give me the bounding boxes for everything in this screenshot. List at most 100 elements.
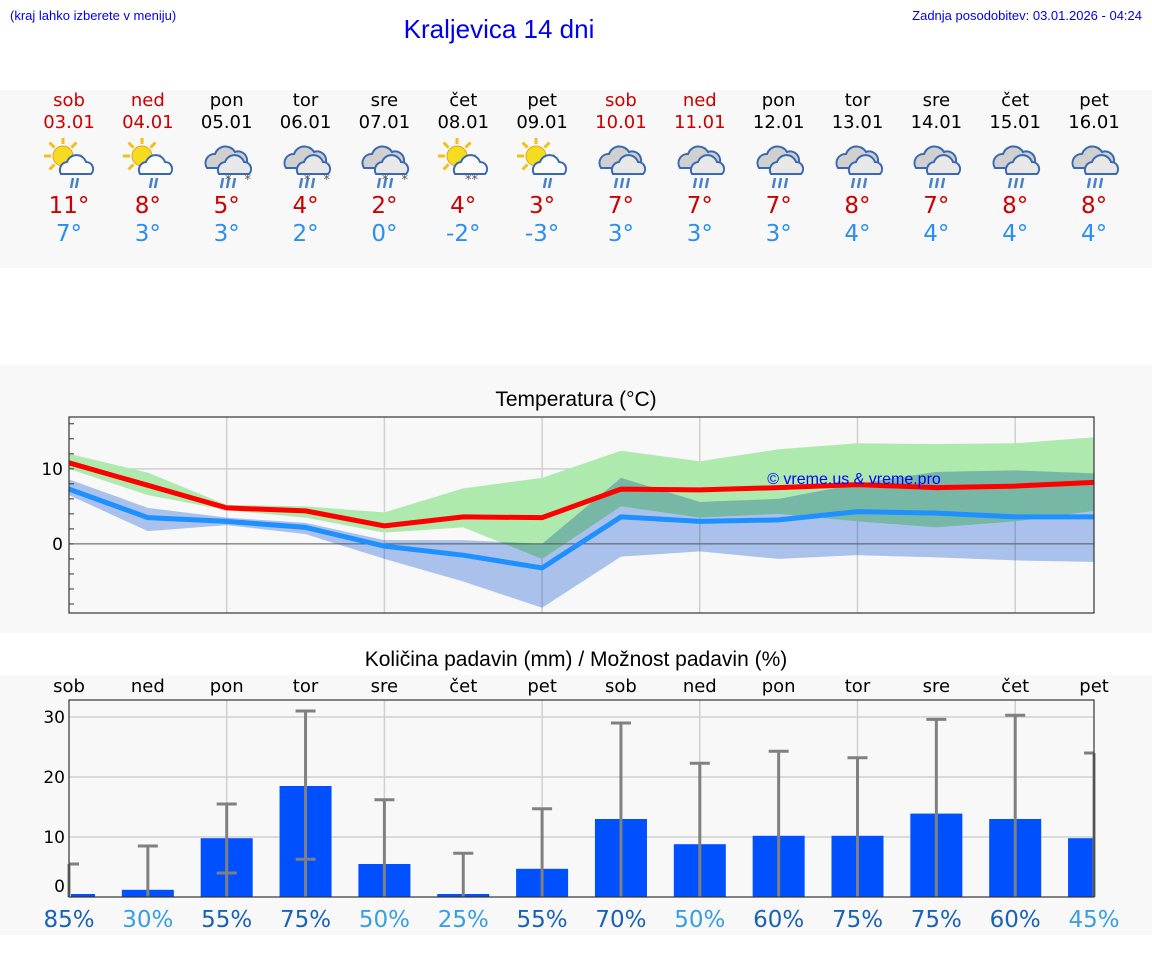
day-date: 06.01 (279, 112, 332, 133)
temp-max: 7° (923, 193, 950, 219)
day-name: čet (1001, 90, 1030, 111)
temp-max: 4° (292, 193, 319, 219)
day-label: sob (605, 676, 637, 697)
precip-probability: 60% (990, 907, 1041, 933)
max-temp-line (68, 460, 1095, 529)
cloud-rain-icon (1071, 145, 1120, 189)
day-name: sob (605, 90, 637, 111)
day-name: tor (844, 90, 871, 111)
temp-max: 8° (134, 193, 161, 219)
cloud-rain-snow-icon: * * (283, 145, 331, 189)
day-date: 08.01 (437, 112, 490, 133)
day-date: 03.01 (43, 112, 95, 133)
day-forecast: pet 16.01 8° 4° (1055, 90, 1134, 248)
precip-probability: 70% (595, 907, 646, 933)
day-name: pon (209, 90, 244, 111)
cloud-rain-icon (598, 145, 647, 189)
y-tick-label: 0 (54, 877, 65, 897)
precip-probability: 55% (517, 907, 568, 933)
precipitation-section: 30 20 10 0 sob ned pon tor sre čet pet sob ned pon tor… (0, 675, 1152, 935)
temperature-chart-title: Temperatura (°C) (495, 388, 657, 411)
temp-min: 3° (213, 221, 240, 247)
day-label: tor (293, 676, 319, 697)
sun-cloud-rain-icon (517, 138, 568, 189)
y-tick-label: 30 (43, 708, 65, 728)
day-forecast: sre 07.01 * * 2° 0° (345, 90, 424, 248)
cloud-rain-snow-icon: * * (204, 145, 252, 189)
day-name: ned (130, 90, 165, 111)
temp-max: 11° (48, 193, 90, 219)
day-label: pet (1079, 676, 1109, 697)
sun-cloud-snow-icon: ** (438, 138, 489, 188)
day-name: sob (53, 90, 85, 111)
day-forecast: pon 05.01 * * 5° 3° (187, 90, 266, 248)
day-forecast: tor 13.01 8° 4° (818, 90, 897, 248)
day-date: 09.01 (516, 112, 568, 133)
temp-max: 2° (371, 193, 398, 219)
temp-min: 0° (371, 221, 398, 247)
day-date: 07.01 (358, 112, 411, 133)
day-date: 13.01 (831, 112, 884, 133)
page-title: Kraljevica 14 dni (403, 14, 595, 44)
day-name: ned (682, 90, 717, 111)
temp-min: 7° (55, 221, 83, 247)
day-date: 15.01 (989, 112, 1041, 133)
temp-min: -2° (446, 221, 481, 247)
day-label: sre (923, 676, 950, 697)
temp-max: 4° (450, 193, 477, 219)
day-forecast: sob 10.01 7° 3° (581, 90, 660, 248)
precip-probability: 25% (438, 907, 489, 933)
temp-max: 7° (765, 193, 792, 219)
day-forecast: sob 03.01 11° 7° (30, 90, 109, 248)
temp-min: 4° (1080, 221, 1108, 247)
svg-text:**: ** (465, 173, 479, 188)
temp-max: 7° (607, 193, 634, 219)
temp-max: 5° (213, 193, 240, 219)
day-date: 16.01 (1068, 112, 1120, 133)
day-label: sre (371, 676, 398, 697)
day-label: tor (845, 676, 871, 697)
cloud-rain-icon (992, 145, 1041, 189)
precip-probability: 75% (280, 907, 331, 933)
y-tick-label: 0 (52, 535, 63, 555)
day-forecast: ned 11.01 7° 3° (660, 90, 739, 248)
watermark: © vreme.us & vreme.pro (767, 471, 941, 488)
day-label: pet (527, 676, 557, 697)
precipitation-chart-title: Količina padavin (mm) / Možnost padavin … (364, 648, 788, 671)
temp-max: 7° (686, 193, 713, 219)
temp-min: 2° (292, 221, 319, 247)
cloud-rain-icon (677, 145, 725, 189)
precip-probability: 75% (911, 907, 962, 933)
temp-min: 4° (844, 221, 871, 247)
precip-probability: 50% (674, 907, 725, 933)
cloud-rain-snow-icon: * * (361, 145, 410, 189)
day-date: 12.01 (752, 112, 805, 133)
day-forecast: pet 09.01 3° -3° (503, 90, 582, 248)
cloud-rain-icon (756, 145, 804, 189)
temp-min: 3° (686, 221, 713, 247)
temp-min: 3° (607, 221, 634, 247)
day-date: 14.01 (910, 112, 963, 133)
precip-probability: 75% (832, 907, 883, 933)
day-forecast: tor 06.01 * * 4° 2° (266, 90, 345, 248)
max-range-band (69, 437, 1095, 559)
temp-min: 4° (923, 221, 950, 247)
y-tick-label: 10 (43, 828, 65, 848)
temp-max: 3° (529, 193, 556, 219)
precipitation-chart: 30 20 10 0 sob ned pon tor sre čet pet sob ned pon tor… (43, 676, 1119, 933)
precip-bar (71, 894, 95, 897)
precip-probability: 60% (753, 907, 804, 933)
temp-min: 4° (1002, 221, 1029, 247)
svg-text:* *: * * (304, 173, 331, 188)
day-name: pet (1079, 90, 1109, 111)
min-range-band (69, 470, 1095, 608)
day-date: 11.01 (674, 112, 726, 133)
day-date: 04.01 (122, 112, 174, 133)
temp-min: -3° (524, 221, 560, 247)
temp-max: 8° (1002, 193, 1029, 219)
day-forecast: čet 15.01 8° 4° (976, 90, 1055, 248)
temperature-chart: 10 0 © vreme.us & vreme.pro (41, 416, 1095, 614)
day-date: 05.01 (200, 112, 253, 133)
svg-text:* *: * * (382, 173, 409, 188)
day-name: čet (449, 90, 478, 111)
